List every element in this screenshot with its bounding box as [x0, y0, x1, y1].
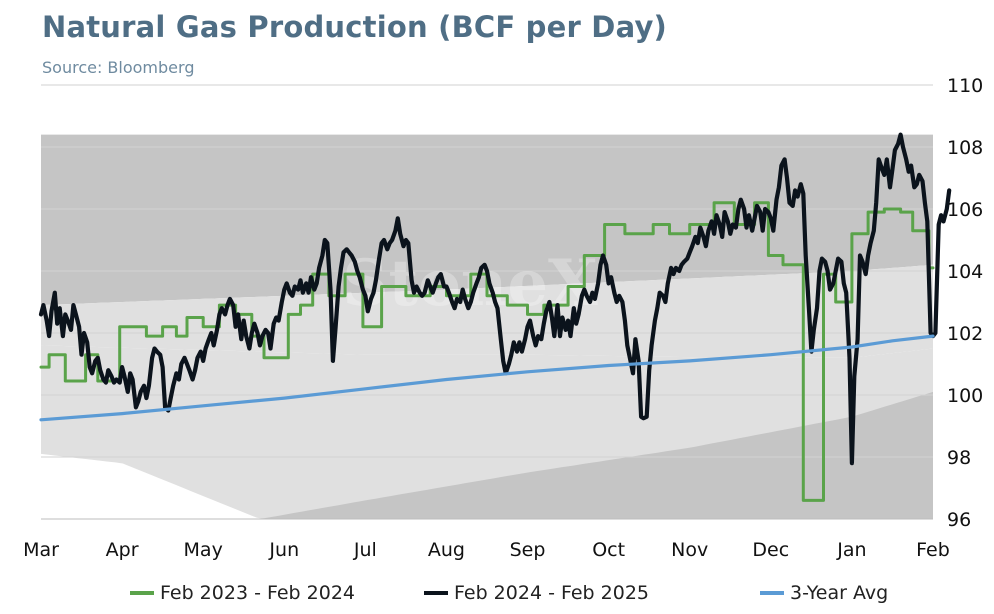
- legend-swatch-2023: [130, 591, 154, 595]
- y-tick-label: 108: [947, 137, 983, 159]
- y-tick-label: 98: [947, 447, 971, 469]
- chart-title: Natural Gas Production (BCF per Day): [42, 10, 668, 44]
- y-tick-label: 110: [947, 75, 983, 97]
- y-tick-label: 100: [947, 385, 983, 407]
- y-tick-label: 104: [947, 261, 983, 283]
- legend: Feb 2023 - Feb 2024 Feb 2024 - Feb 2025 …: [0, 580, 994, 610]
- x-tick-label: Mar: [23, 539, 59, 561]
- y-tick-label: 96: [947, 509, 971, 531]
- y-axis-ticks: 96 98 100 102 104 106 108 110: [947, 75, 983, 531]
- x-tick-label: Aug: [428, 539, 465, 561]
- y-tick-label: 106: [947, 199, 983, 221]
- series-lines: [38, 132, 952, 502]
- y-tick-label: 102: [947, 323, 983, 345]
- legend-label-avg: 3-Year Avg: [790, 582, 889, 604]
- x-tick-label: Oct: [592, 539, 625, 561]
- legend-item-2023: Feb 2023 - Feb 2024: [130, 582, 355, 604]
- x-tick-label: Jun: [268, 539, 299, 561]
- legend-swatch-2024: [424, 591, 448, 595]
- band-upper-range: [41, 134, 933, 306]
- gridlines: [41, 84, 933, 520]
- legend-item-2024: Feb 2024 - Feb 2025: [424, 582, 649, 604]
- series-line-2: [38, 132, 952, 466]
- legend-swatch-avg: [760, 591, 784, 595]
- series-line-3: [39, 334, 935, 422]
- x-axis-ticks: Mar Apr May Jun Jul Aug Sep Oct Nov Dec Jan Feb: [23, 539, 950, 561]
- legend-item-avg: 3-Year Avg: [760, 582, 888, 604]
- range-bands: [41, 134, 933, 519]
- legend-label-2023: Feb 2023 - Feb 2024: [160, 582, 356, 604]
- x-tick-label: Feb: [916, 539, 950, 561]
- x-tick-label: Apr: [106, 539, 139, 561]
- x-tick-label: Jul: [353, 539, 377, 561]
- band-floor: [41, 391, 933, 519]
- chart-subtitle: Source: Bloomberg: [42, 58, 195, 77]
- legend-label-2024: Feb 2024 - Feb 2025: [454, 582, 650, 604]
- x-tick-label: May: [184, 539, 223, 561]
- x-tick-label: Nov: [671, 539, 708, 561]
- x-tick-label: Sep: [510, 539, 546, 561]
- x-tick-label: Jan: [836, 539, 866, 561]
- x-tick-label: Dec: [752, 539, 789, 561]
